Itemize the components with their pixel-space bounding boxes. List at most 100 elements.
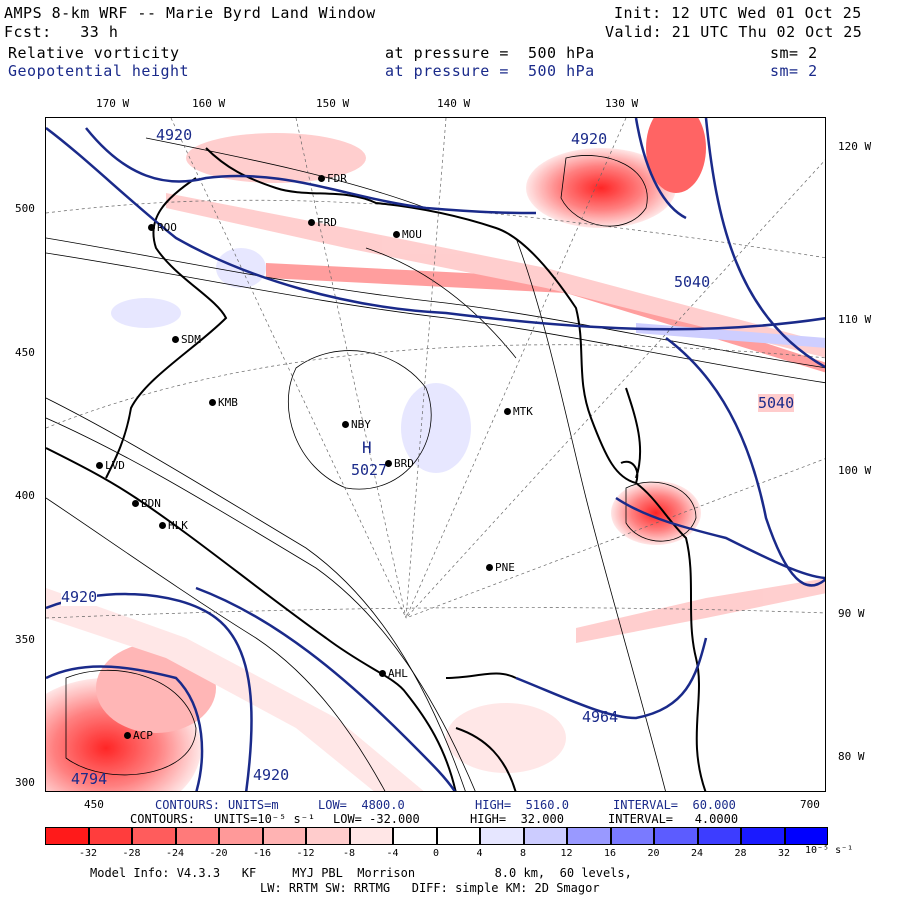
top-longitude-label: 160 W bbox=[192, 97, 226, 110]
vorticity-contours-units: UNITS=10⁻⁵ s⁻¹ bbox=[214, 812, 316, 826]
colorbar-swatch bbox=[132, 827, 176, 845]
colorbar-swatch bbox=[45, 827, 89, 845]
vorticity-contours-high: HIGH= 32.000 bbox=[470, 812, 564, 826]
height-label: 5040 bbox=[674, 273, 711, 291]
height-label: 5027 bbox=[351, 461, 388, 479]
left-axis-label: 450 bbox=[15, 346, 35, 359]
height-label: 4794 bbox=[71, 770, 108, 788]
station-marker[interactable]: LVD bbox=[96, 459, 125, 472]
colorbar-tick-label: 24 bbox=[690, 848, 704, 859]
colorbar-tick-label: 8 bbox=[519, 848, 527, 859]
model-info-line1: Model Info: V4.3.3 KF MYJ PBL Morrison 8… bbox=[90, 866, 632, 880]
colorbar-tick-label: -4 bbox=[386, 848, 399, 859]
colorbar-swatch bbox=[523, 827, 567, 845]
colorbar-tick-label: 20 bbox=[647, 848, 660, 859]
field1-name: Relative vorticity bbox=[8, 44, 180, 62]
colorbar-swatch bbox=[654, 827, 698, 845]
colorbar-tick-label: -16 bbox=[252, 848, 272, 859]
field2-level: at pressure = 500 hPa bbox=[385, 62, 595, 80]
station-label: LVD bbox=[105, 459, 125, 472]
station-label: AHL bbox=[388, 667, 408, 680]
field1-level: at pressure = 500 hPa bbox=[385, 44, 595, 62]
station-marker[interactable]: HLK bbox=[159, 519, 188, 532]
station-marker[interactable]: FDR bbox=[318, 172, 347, 185]
station-dot-icon bbox=[172, 336, 179, 343]
station-marker[interactable]: BDN bbox=[132, 497, 161, 510]
station-marker[interactable]: KMB bbox=[209, 396, 238, 409]
station-label: SDM bbox=[181, 333, 201, 346]
geopotential-contours bbox=[46, 118, 825, 791]
station-marker[interactable]: AHL bbox=[379, 667, 408, 680]
station-dot-icon bbox=[385, 460, 392, 467]
station-label: FRD bbox=[317, 216, 337, 229]
vorticity-contours bbox=[46, 137, 825, 791]
station-marker[interactable]: SDM bbox=[172, 333, 201, 346]
high-pressure-marker: H bbox=[362, 438, 372, 457]
station-dot-icon bbox=[159, 522, 166, 529]
station-dot-icon bbox=[342, 421, 349, 428]
station-marker[interactable]: FRD bbox=[308, 216, 337, 229]
top-longitude-label: 130 W bbox=[605, 97, 639, 110]
station-dot-icon bbox=[148, 224, 155, 231]
right-longitude-label: 90 W bbox=[838, 607, 865, 620]
station-marker[interactable]: BRD bbox=[385, 457, 414, 470]
station-label: BDN bbox=[141, 497, 161, 510]
bottom-axis-label: 700 bbox=[800, 798, 820, 811]
colorbar-swatch bbox=[349, 827, 393, 845]
station-dot-icon bbox=[504, 408, 511, 415]
right-longitude-label: 80 W bbox=[838, 750, 865, 763]
left-axis-label: 400 bbox=[15, 489, 35, 502]
station-dot-icon bbox=[124, 732, 131, 739]
colorbar-units: 10⁻⁵ s⁻¹ bbox=[805, 845, 854, 856]
colorbar-swatch bbox=[480, 827, 524, 845]
map-title: AMPS 8-km WRF -- Marie Byrd Land Window bbox=[4, 4, 376, 22]
colorbar-tick-label: 28 bbox=[734, 848, 747, 859]
vorticity-contours-label: CONTOURS: bbox=[130, 812, 196, 826]
station-dot-icon bbox=[393, 231, 400, 238]
vorticity-shading bbox=[46, 118, 825, 791]
station-dot-icon bbox=[379, 670, 386, 677]
colorbar-tick-label: 12 bbox=[560, 848, 573, 859]
colorbar-tick-label: -24 bbox=[165, 848, 185, 859]
colorbar-swatch bbox=[262, 827, 306, 845]
model-info-line2: LW: RRTM SW: RRTMG DIFF: simple KM: 2D S… bbox=[260, 881, 600, 895]
station-label: HLK bbox=[168, 519, 188, 532]
top-longitude-label: 140 W bbox=[437, 97, 471, 110]
station-dot-icon bbox=[318, 175, 325, 182]
height-label: 4920 bbox=[253, 766, 290, 784]
station-dot-icon bbox=[308, 219, 315, 226]
colorbar-swatch bbox=[567, 827, 611, 845]
init-time: Init: 12 UTC Wed 01 Oct 25 bbox=[614, 4, 862, 22]
colorbar-tick-label: -20 bbox=[209, 848, 228, 859]
station-label: KMB bbox=[218, 396, 238, 409]
height-label: 5040 bbox=[758, 394, 795, 412]
station-marker[interactable]: ACP bbox=[124, 729, 153, 742]
lat-lon-grid bbox=[46, 118, 825, 619]
station-marker[interactable]: NBY bbox=[342, 418, 371, 431]
weather-map[interactable]: H 4920 4920 5040 5040 5027 4920 4964 492… bbox=[45, 117, 826, 792]
colorbar-tick-label: -32 bbox=[78, 848, 98, 859]
station-label: BRD bbox=[394, 457, 414, 470]
colorbar-swatch bbox=[175, 827, 219, 845]
right-longitude-label: 110 W bbox=[838, 313, 872, 326]
station-marker[interactable]: MTK bbox=[504, 405, 533, 418]
map-canvas: H bbox=[46, 118, 825, 791]
bottom-axis-label: 450 bbox=[84, 798, 104, 811]
height-label: 4964 bbox=[582, 708, 619, 726]
height-contours-units: UNITS=m bbox=[228, 798, 279, 812]
station-label: NBY bbox=[351, 418, 371, 431]
station-marker[interactable]: ROO bbox=[148, 221, 177, 234]
height-contours-low: LOW= 4800.0 bbox=[318, 798, 405, 812]
colorbar-swatch bbox=[610, 827, 654, 845]
station-label: ACP bbox=[133, 729, 153, 742]
colorbar-tick-label: 4 bbox=[476, 848, 483, 859]
colorbar-swatch bbox=[393, 827, 437, 845]
colorbar-tick-label: 16 bbox=[603, 848, 617, 859]
station-marker[interactable]: PNE bbox=[486, 561, 515, 574]
station-label: MOU bbox=[402, 228, 422, 241]
field2-name: Geopotential height bbox=[8, 62, 190, 80]
station-marker[interactable]: MOU bbox=[393, 228, 422, 241]
colorbar-swatch bbox=[306, 827, 350, 845]
field2-smoothing: sm= 2 bbox=[770, 62, 818, 80]
left-axis-label: 500 bbox=[15, 202, 35, 215]
